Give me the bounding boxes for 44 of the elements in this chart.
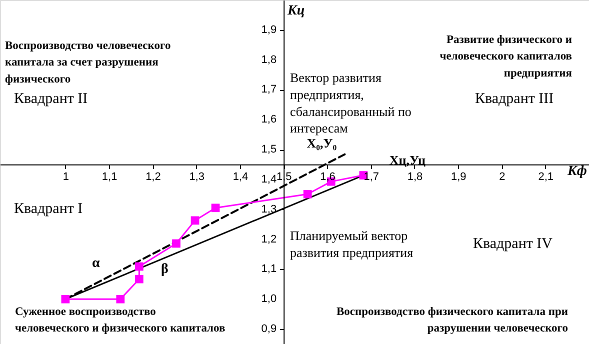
y-tick-label: 1,9	[261, 24, 277, 36]
point	[116, 294, 125, 304]
y-tick-label: 1,5	[261, 144, 277, 156]
annotation: Вектор развития предприятия, сбалансированный по интересам	[290, 70, 412, 136]
annotation: Планируемый вектор развития предприятия	[290, 228, 414, 260]
y-tick-label: 1,0	[261, 293, 277, 306]
y-tick-label: 1,8	[261, 54, 277, 66]
annotation: Суженное воспроизводство человеческого и физического капиталов	[15, 306, 226, 335]
annotation: Развитие физического и человеческого капиталов предприятия	[440, 34, 572, 80]
y-tick-label: 1,1	[261, 263, 277, 276]
annotation: β	[161, 262, 168, 277]
y-tick-label: 1,2	[261, 233, 277, 246]
x-axis-title: Kф	[566, 164, 587, 179]
annotation: Квадрант I	[14, 201, 83, 217]
annotation: Xц,Уц	[389, 152, 426, 168]
y-tick-label: 1,3	[261, 203, 277, 216]
annotation: Воспроизводство физического капитала при разрушении человеческого	[336, 306, 568, 335]
x-tick-label: 1,8	[407, 170, 423, 183]
x-tick-label: 1,9	[450, 170, 466, 183]
y-tick-label: 1,7	[261, 84, 277, 96]
x-tick-label: 1,1	[102, 170, 118, 183]
x-tick-label: 1,2	[146, 170, 161, 183]
x-tick-label: 2	[499, 170, 506, 183]
annotation: α	[92, 256, 100, 271]
x-tick-label: 2,1	[538, 170, 554, 183]
x-tick-label: 1,6	[320, 170, 336, 183]
x-tick-label: 1,3	[189, 170, 204, 183]
annotation: Квадрант IV	[473, 236, 553, 252]
annotation: Воспроизводство человеческого капитала за счет разрушения физического	[5, 40, 171, 86]
x-tick-label: 1	[62, 170, 70, 183]
y-axis-title: Kц	[286, 4, 305, 18]
point	[303, 190, 312, 198]
y-tick-label: 0,9	[261, 323, 277, 336]
x-tick-label: 1,4	[232, 170, 248, 183]
point	[211, 204, 220, 212]
point	[172, 239, 180, 248]
annotation: Квадрант II	[14, 91, 88, 107]
point	[134, 274, 144, 284]
annotation: X₀,У₀	[306, 135, 337, 150]
point	[61, 294, 70, 304]
point	[134, 262, 144, 271]
annotation: Квадрант III	[475, 91, 554, 107]
y-tick-label: 1,6	[261, 114, 277, 126]
point	[190, 216, 200, 225]
